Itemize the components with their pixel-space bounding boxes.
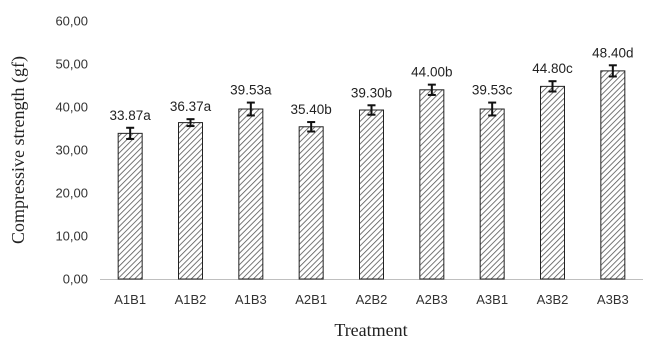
bar [600,70,626,280]
bar [419,89,445,280]
y-tick-label: 50,00 [55,57,88,72]
error-bar [427,83,436,96]
bar [540,85,565,280]
data-label: 39.53a [230,83,272,98]
bar [238,108,264,280]
error-bar [488,101,497,117]
data-label: 44.00b [411,65,452,80]
error-bar [367,104,376,116]
error-bar [186,118,195,128]
error-bar [246,101,255,117]
x-tick-labels: A1B1 A1B2 A1B3 A2B1 A2B2 A2B3 A3B1 A3B2 A3B3 [114,292,628,307]
bar [479,108,505,280]
bar-series: 33.87a 36.37a 39.53a 35.40b 39.30b 44.00b 39.5… [110,45,633,280]
y-tick-label: 0,00 [63,272,88,287]
data-label: 39.30b [351,85,392,100]
bar [298,126,324,280]
x-tick-label: A1B2 [175,292,207,307]
x-tick-label: A3B2 [537,292,569,307]
data-label: 35.40b [291,102,332,117]
x-tick-label: A3B1 [476,292,508,307]
error-bar [307,121,316,133]
error-bar [608,64,617,78]
data-label: 39.53c [472,83,513,98]
data-label: 48.40d [592,45,633,60]
x-tick-label: A1B3 [235,292,267,307]
x-tick-label: A2B2 [356,292,388,307]
data-label: 44.80c [532,61,573,76]
data-label: 33.87a [110,108,152,123]
x-tick-label: A2B3 [416,292,448,307]
x-tick-label: A3B3 [597,292,629,307]
y-tick-labels: 0,00 10,00 20,00 30,00 40,00 50,00 60,00 [55,14,88,287]
error-bar [548,80,557,93]
y-tick-label: 10,00 [55,229,88,244]
x-tick-label: A1B1 [114,292,146,307]
y-tick-label: 60,00 [55,14,88,29]
y-axis-title: Compressive strength (gf) [8,56,29,244]
y-tick-label: 40,00 [55,100,88,115]
data-label: 36.37a [170,99,212,114]
x-tick-label: A2B1 [295,292,327,307]
error-bar [126,126,135,140]
bar [359,109,384,280]
bar [117,132,143,280]
x-axis-title: Treatment [334,320,407,340]
y-tick-label: 30,00 [55,143,88,158]
y-tick-label: 20,00 [55,186,88,201]
bar [178,122,203,280]
